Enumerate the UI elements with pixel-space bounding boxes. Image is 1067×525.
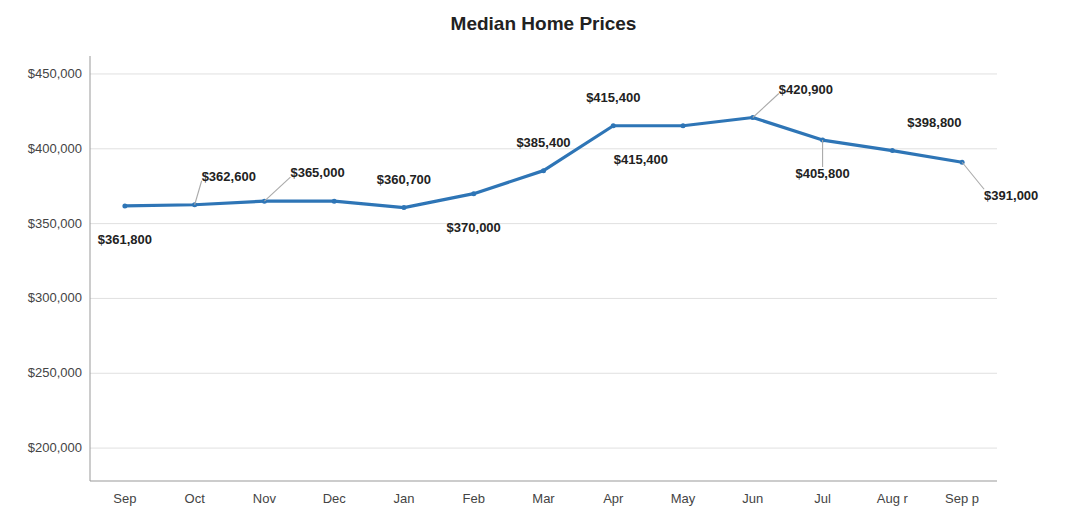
y-grid [90,74,997,448]
x-tick-label: Aug r [877,491,909,506]
x-axis-line [90,481,997,482]
x-tick-label: Dec [323,491,347,506]
x-tick-label: Apr [603,491,624,506]
data-label: $415,400 [586,90,640,105]
x-tick-label: Sep [113,491,136,506]
point [471,191,476,196]
y-tick-label: $350,000 [28,216,82,231]
chart-container: Median Home Prices $200,000 $250,000 $300,0… [0,0,1067,525]
leader-line [822,140,823,167]
data-label: $405,800 [795,166,849,181]
point [890,148,895,153]
grid-line [90,448,997,449]
x-tick-label: Jan [393,491,414,506]
chart-title: Median Home Prices [451,13,637,34]
data-label: $362,600 [202,169,256,184]
point [401,205,406,210]
grid-line [90,223,997,224]
x-tick-label: Feb [463,491,485,506]
grid-line [90,298,997,299]
data-label: $415,400 [614,152,668,167]
point [681,123,686,128]
y-tick-label: $200,000 [28,440,82,455]
y-tick-label: $400,000 [28,141,82,156]
leader-line [753,94,779,118]
x-tick-label: Mar [532,491,555,506]
x-tick-label: Oct [185,491,206,506]
price-line [125,118,962,208]
point [332,199,337,204]
data-label: $365,000 [290,165,344,180]
leader-line [962,162,984,189]
y-axis-line [90,56,91,481]
data-label: $391,000 [984,188,1038,203]
chart-svg: Median Home Prices $200,000 $250,000 $300,0… [0,0,1067,525]
y-tick-label: $300,000 [28,290,82,305]
data-label: $360,700 [377,172,431,187]
leader-line [195,181,202,205]
data-label: $420,900 [779,82,833,97]
data-label: $370,000 [447,220,501,235]
y-tick-label: $450,000 [28,66,82,81]
y-tick-label: $250,000 [28,365,82,380]
x-tick-label: Sep p [945,491,979,506]
x-tick-label: Jun [742,491,763,506]
grid-line [90,73,997,74]
point [541,168,546,173]
x-tick-label: Jul [814,491,831,506]
data-label: $361,800 [98,232,152,247]
point [611,123,616,128]
point [122,203,127,208]
x-tick-label: May [671,491,696,506]
data-label: $398,800 [907,115,961,130]
x-tick-label: Nov [253,491,277,506]
data-labels: $361,800 $362,600 $365,000 $360,700 $370,000… [98,82,1039,247]
data-label: $385,400 [516,135,570,150]
grid-line [90,373,997,374]
line-group [122,115,964,210]
leader-line [264,177,290,201]
